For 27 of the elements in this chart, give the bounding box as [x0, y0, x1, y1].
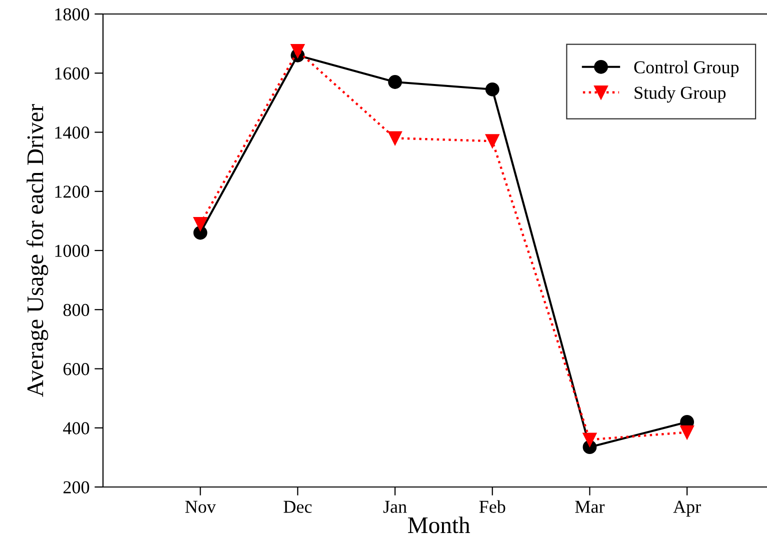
x-tick-label: Feb [479, 500, 506, 513]
y-tick-label: 400 [63, 422, 90, 434]
x-tick-label: Nov [185, 500, 216, 513]
point [290, 44, 305, 58]
legend-label: Control Group [634, 60, 739, 78]
x-tick-label: Jan [383, 500, 407, 513]
y-axis-title: Average Usage for each Driver [26, 104, 48, 397]
point [485, 134, 500, 148]
y-tick-label: 200 [64, 481, 90, 494]
point [388, 131, 402, 146]
y-tick-label: 1800 [55, 8, 90, 20]
point [680, 425, 694, 440]
point [485, 82, 500, 96]
y-tick-label: 800 [63, 304, 90, 316]
y-tick-label: 1400 [55, 126, 90, 139]
point [388, 75, 402, 89]
x-axis-title: Month [408, 516, 470, 534]
legend-label: Study Group [634, 86, 726, 103]
y-tick-label: 600 [64, 363, 90, 376]
y-tick-label: 1000 [55, 244, 90, 257]
x-tick-label: Mar [575, 500, 605, 513]
y-tick-label: 1600 [55, 67, 90, 80]
x-tick-label: Apr [673, 500, 701, 517]
y-tick-label: 1200 [55, 186, 90, 198]
point [582, 432, 597, 447]
point [193, 216, 208, 231]
x-tick-label: Dec [284, 500, 312, 513]
